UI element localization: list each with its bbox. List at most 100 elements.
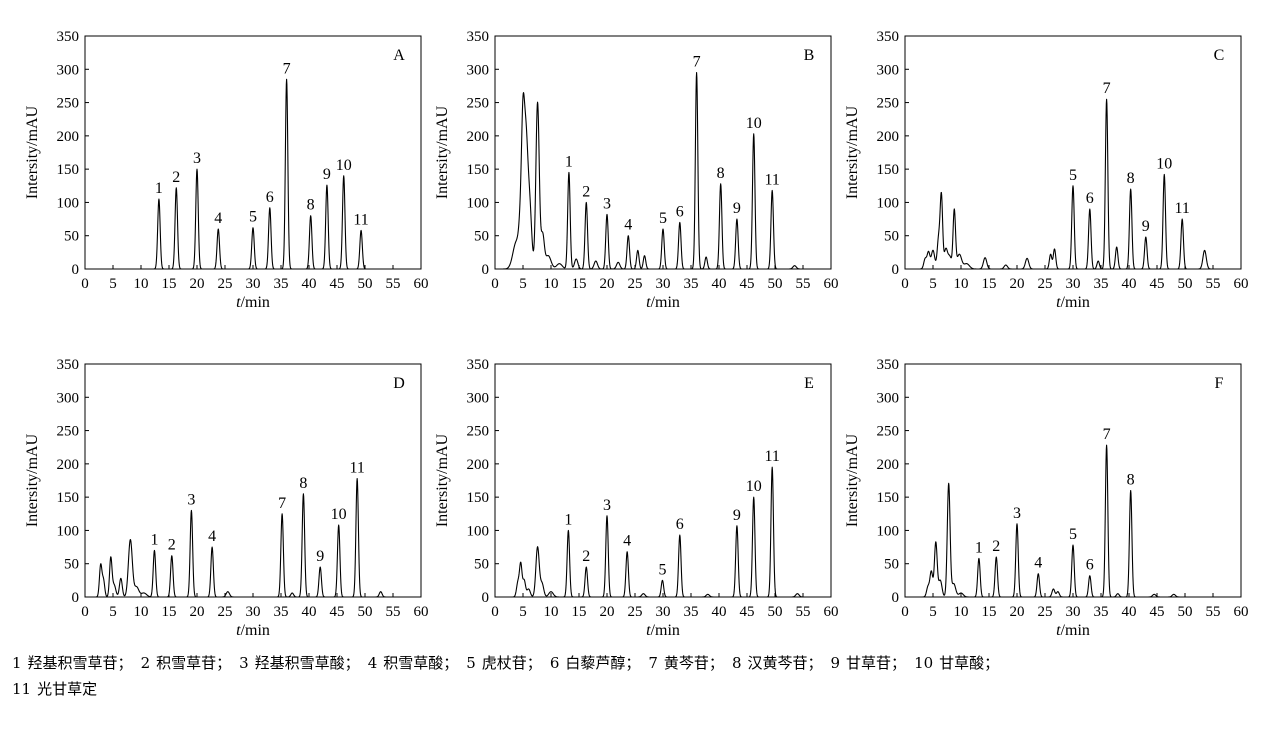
legend-compound-name: 虎杖苷；: [481, 654, 542, 672]
x-tick-label: 55: [1206, 276, 1221, 292]
x-axis-label-unit: /min: [241, 294, 270, 311]
peak-label: 6: [266, 189, 274, 206]
x-tick-label: 25: [218, 604, 233, 620]
legend-number: 8: [731, 654, 742, 672]
y-tick-label: 0: [892, 262, 900, 278]
y-tick-label: 350: [57, 29, 80, 45]
peak-label: 2: [992, 538, 1000, 555]
panel-label: C: [1214, 47, 1225, 64]
y-tick-label: 100: [467, 523, 490, 539]
chromatogram-trace: [494, 466, 832, 598]
y-tick-label: 200: [57, 457, 80, 473]
x-tick-label: 40: [302, 276, 317, 292]
x-axis-label: t/min: [1056, 622, 1090, 639]
x-axis-label-unit: /min: [651, 622, 680, 639]
x-tick-label: 60: [414, 604, 429, 620]
peak-label: 4: [623, 533, 631, 550]
x-tick-label: 25: [1038, 276, 1053, 292]
legend-number: 2: [140, 654, 151, 672]
peak-label: 5: [1069, 167, 1077, 184]
x-tick-label: 15: [162, 276, 177, 292]
y-tick-label: 200: [877, 457, 900, 473]
x-tick-label: 60: [1234, 276, 1249, 292]
legend-item: 5 虎杖苷；: [466, 654, 542, 672]
panel-label: D: [393, 375, 405, 392]
chromatogram-trace: [904, 444, 1242, 598]
x-tick-label: 55: [386, 604, 401, 620]
legend-item: 1 羟基积雪草苷；: [12, 654, 133, 672]
legend-compound-name: 羟基积雪草酸；: [254, 654, 360, 672]
legend-item: 4 积雪草酸；: [368, 654, 459, 672]
x-tick-label: 5: [109, 604, 117, 620]
legend-number: 4: [367, 654, 378, 672]
x-tick-label: 20: [190, 276, 205, 292]
peak-label: 7: [283, 60, 291, 77]
peak-label: 6: [1086, 190, 1094, 207]
x-tick-label: 15: [162, 604, 177, 620]
peak-label: 2: [582, 183, 590, 200]
x-tick-label: 45: [1150, 604, 1165, 620]
y-tick-label: 100: [467, 195, 490, 211]
plot-frame: [904, 363, 1242, 598]
x-tick-label: 10: [134, 604, 149, 620]
x-tick-label: 50: [1178, 276, 1193, 292]
peak-label: 8: [1127, 170, 1135, 187]
x-tick-label: 15: [982, 604, 997, 620]
x-tick-label: 0: [491, 604, 499, 620]
y-tick-label: 100: [877, 195, 900, 211]
x-tick-label: 5: [929, 276, 937, 292]
legend-compound-name: 甘草酸；: [939, 654, 1000, 672]
chart-panel-c: 0 50 100 150 200 250 300 350 0 5 10 15 20 25 30 35 40 45 5…: [844, 29, 1249, 311]
peak-label: 3: [1013, 505, 1021, 522]
peak-label: 9: [323, 166, 331, 183]
x-tick-label: 0: [491, 276, 499, 292]
x-tick-label: 60: [414, 276, 429, 292]
x-tick-label: 10: [134, 276, 149, 292]
peak-label: 3: [603, 195, 611, 212]
legend-number: 1: [12, 654, 22, 672]
y-tick-label: 300: [57, 62, 80, 78]
y-tick-label: 250: [57, 424, 80, 440]
panel-label: A: [393, 47, 405, 64]
x-tick-label: 20: [600, 604, 615, 620]
x-tick-label: 40: [1122, 276, 1137, 292]
x-axis-label-variable: t: [236, 622, 241, 639]
legend-compound-name: 汉黄芩苷；: [747, 654, 823, 672]
peak-label: 5: [1069, 526, 1077, 543]
peak-label: 10: [331, 506, 347, 523]
x-tick-label: 0: [81, 276, 89, 292]
x-axis-label: t/min: [646, 622, 680, 639]
x-tick-label: 55: [796, 276, 811, 292]
x-tick-label: 10: [544, 276, 559, 292]
x-axis-label-variable: t: [1056, 622, 1061, 639]
x-axis-label-variable: t: [646, 622, 651, 639]
peak-label: 10: [1156, 155, 1172, 172]
y-tick-label: 100: [57, 523, 80, 539]
compound-legend: 1 羟基积雪草苷； 2 积雪草苷； 3 羟基积雪草酸； 4 积雪草酸； 5 虎杖苷； 6 白藜芦醇； 7…: [12, 650, 1262, 702]
x-tick-label: 0: [901, 604, 909, 620]
x-tick-label: 5: [519, 604, 527, 620]
x-tick-label: 10: [954, 604, 969, 620]
y-tick-label: 250: [57, 96, 80, 112]
peak-label: 11: [764, 171, 779, 188]
x-tick-label: 15: [982, 276, 997, 292]
x-axis-label-unit: /min: [1061, 622, 1090, 639]
x-tick-label: 30: [246, 604, 261, 620]
y-tick-label: 0: [72, 590, 80, 606]
x-tick-label: 60: [824, 604, 839, 620]
panel-label: B: [804, 47, 815, 64]
y-tick-label: 0: [72, 262, 80, 278]
y-tick-label: 0: [482, 590, 490, 606]
peak-label: 1: [564, 511, 572, 528]
x-axis-label-variable: t: [646, 294, 651, 311]
x-tick-label: 35: [684, 604, 699, 620]
legend-item: 2 积雪草苷；: [141, 654, 232, 672]
legend-item: 9 甘草苷；: [831, 654, 907, 672]
peak-label: 4: [208, 528, 216, 545]
legend-compound-name: 白藜芦醇；: [565, 654, 641, 672]
peak-label: 7: [1103, 426, 1111, 443]
peak-label: 1: [150, 531, 158, 548]
